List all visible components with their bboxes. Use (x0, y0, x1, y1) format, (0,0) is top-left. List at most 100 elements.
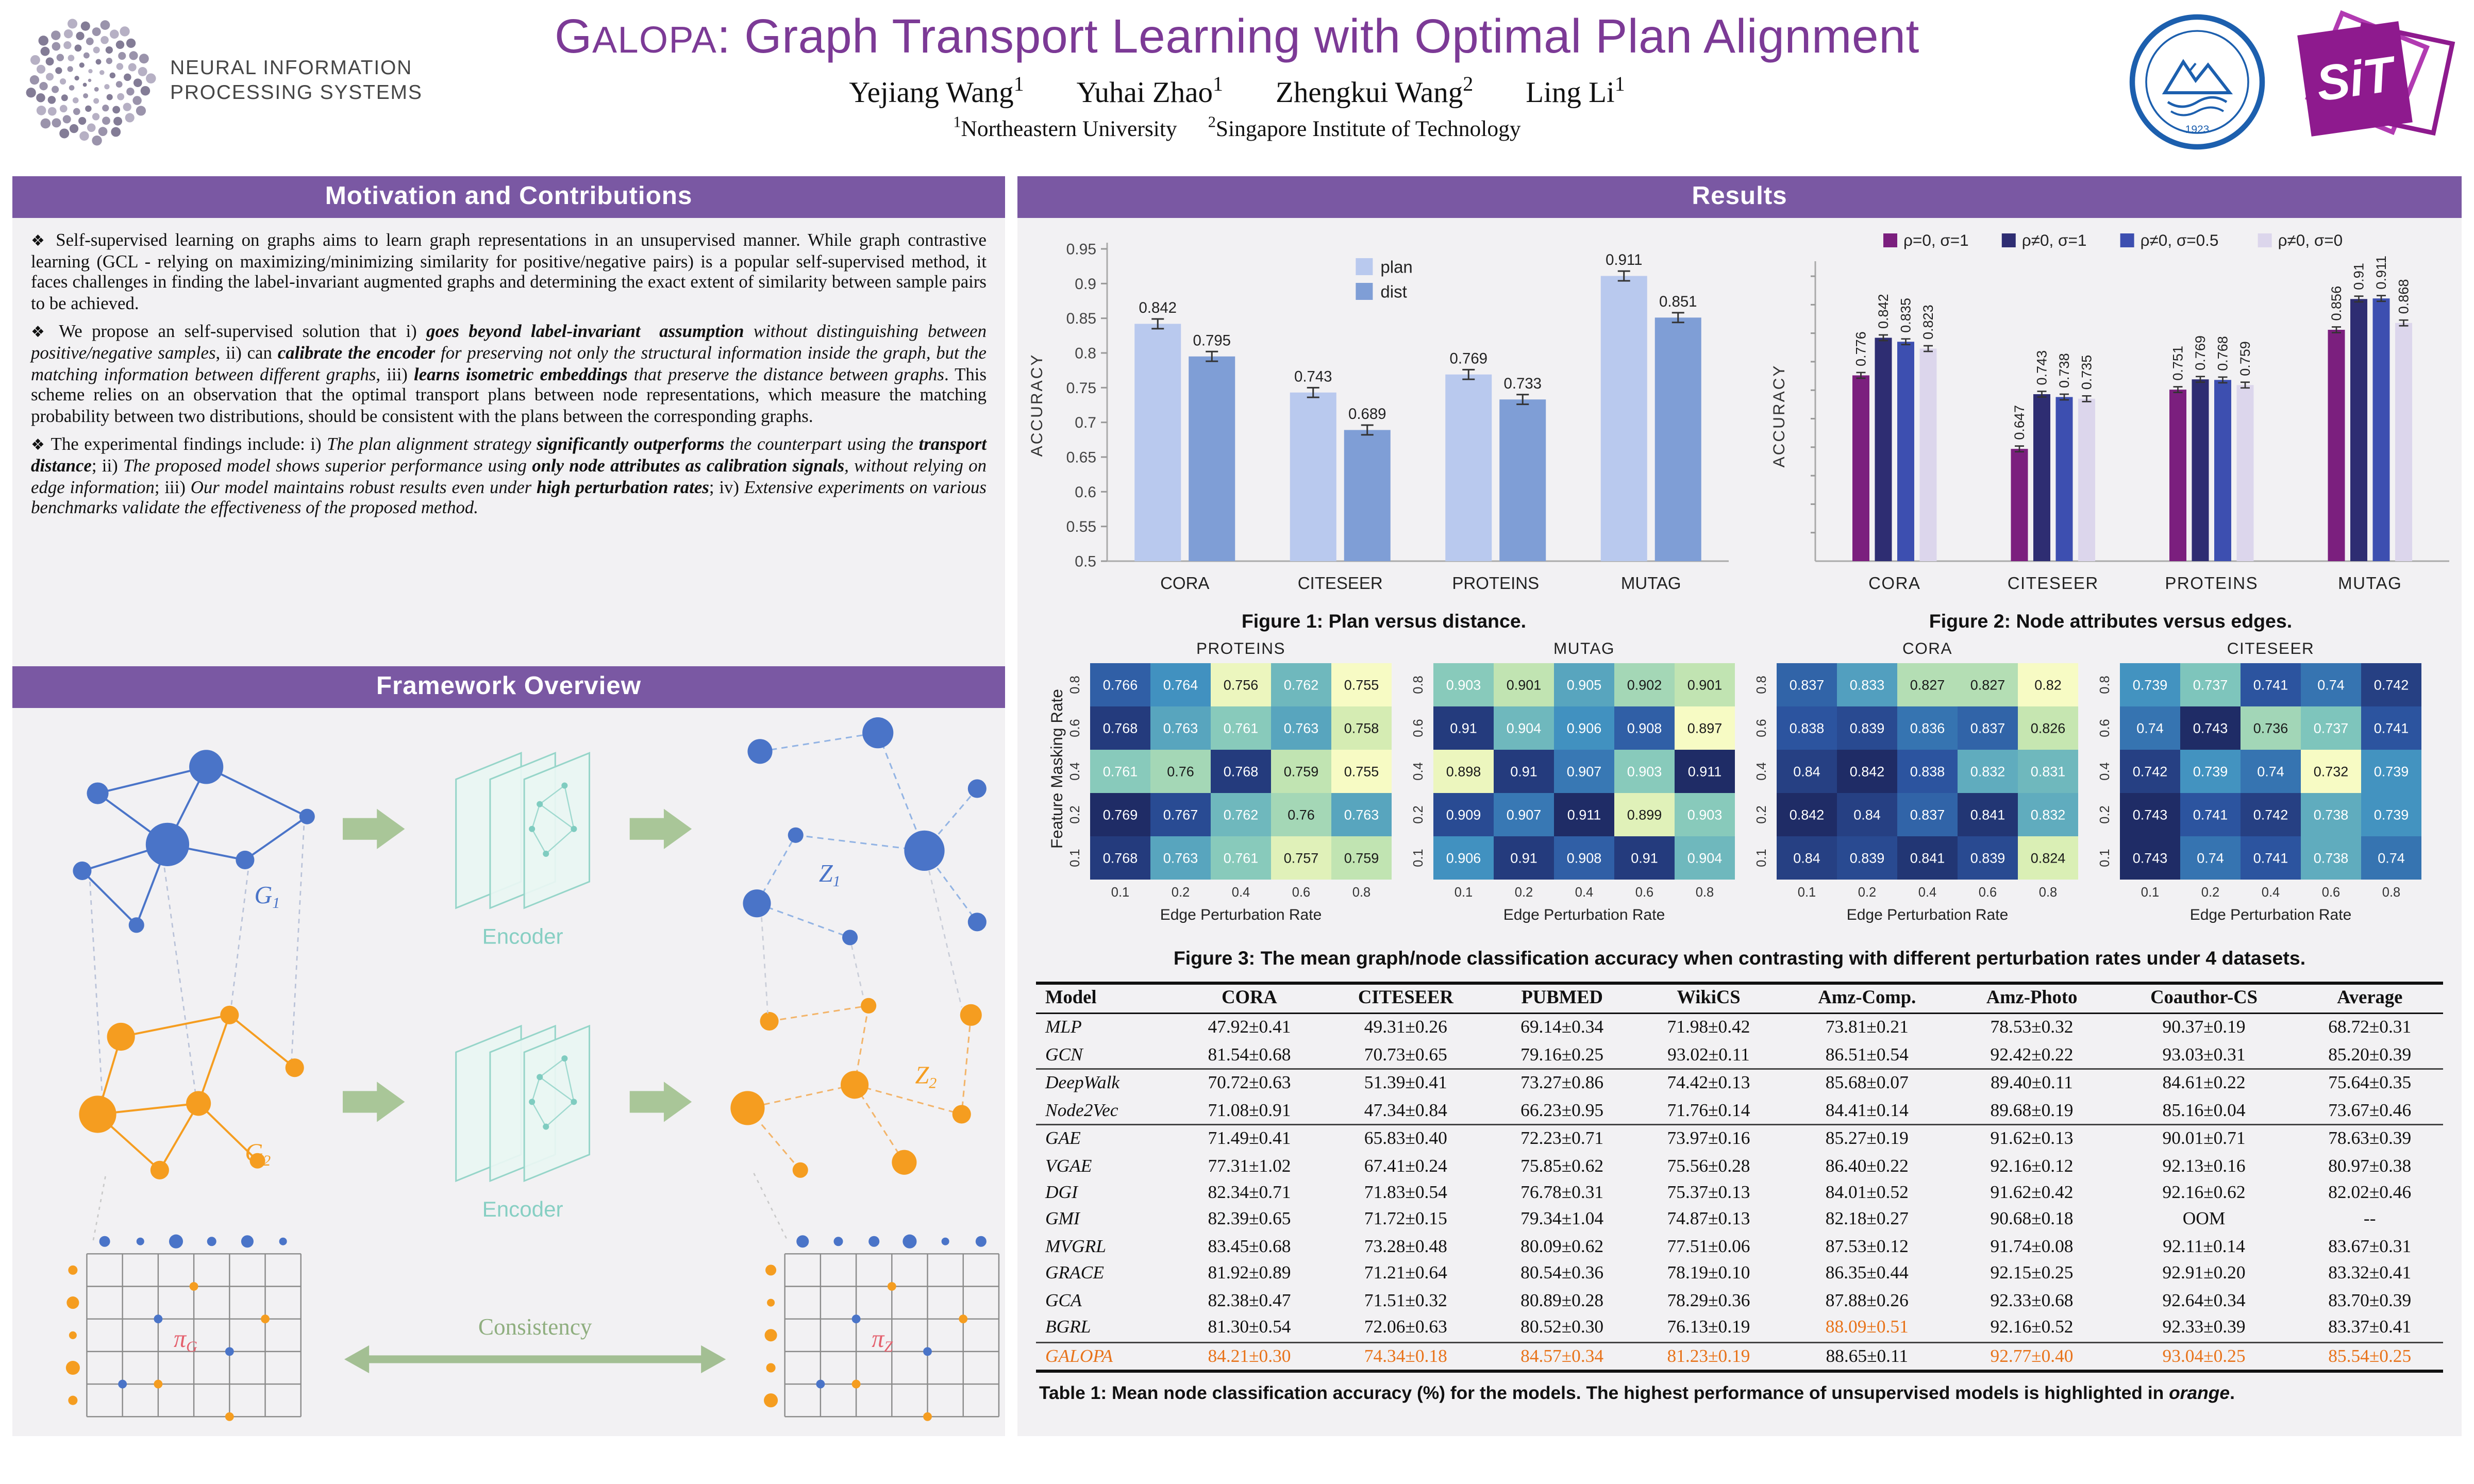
heatmap-cell (2361, 706, 2421, 750)
heatmap-cell (1433, 663, 1494, 706)
heatmap-cell (1433, 706, 1494, 750)
accuracy-cell: 74.87±0.13 (1667, 1208, 1750, 1230)
svg-text:0.1: 0.1 (1455, 885, 1473, 900)
svg-text:0.4: 0.4 (1068, 762, 1082, 780)
embedding1-nodes (743, 717, 987, 946)
heatmap-cell (1211, 706, 1271, 750)
model-name: GCN (1036, 1041, 1176, 1070)
table-row: DeepWalk 70.72±0.63 51.39±0.41 73.27±0.86 74… (1036, 1069, 2443, 1097)
svg-text:0.2: 0.2 (1172, 885, 1190, 900)
svg-text:Edge Perturbation Rate: Edge Perturbation Rate (2190, 906, 2352, 923)
model-name: GRACE (1045, 1262, 1105, 1284)
accuracy-cell: 69.14±0.34 (1520, 1016, 1604, 1038)
svg-text:0.2: 0.2 (1858, 885, 1876, 900)
svg-text:0.2: 0.2 (1515, 885, 1533, 900)
accuracy-cell: 73.97±0.16 (1667, 1127, 1750, 1149)
svg-text:0.2: 0.2 (1068, 805, 1082, 823)
heatmap-cell (1675, 663, 1735, 706)
svg-text:ρ≠0, σ=0.5: ρ≠0, σ=0.5 (2141, 231, 2219, 249)
column-header: Average (2296, 983, 2443, 1014)
legend-swatch (2001, 233, 2016, 247)
accuracy-cell: 71.08±0.91 (1176, 1097, 1323, 1125)
svg-text:0.898: 0.898 (1446, 764, 1481, 780)
svg-text:0.689: 0.689 (1348, 406, 1386, 423)
accuracy-cell: 71.76±0.14 (1635, 1097, 1782, 1125)
svg-text:0.739: 0.739 (2193, 764, 2228, 780)
svg-text:0.2: 0.2 (2201, 885, 2219, 900)
svg-text:0.903: 0.903 (1687, 807, 1723, 823)
legend-swatch (1356, 283, 1373, 300)
svg-text:0.91: 0.91 (1510, 764, 1537, 780)
accuracy-cell: 77.31±1.02 (1208, 1154, 1291, 1176)
svg-text:0.743: 0.743 (2133, 851, 2168, 866)
heatmap-cell (1897, 706, 1958, 750)
svg-text:0.9: 0.9 (1075, 276, 1096, 293)
svg-text:0.6: 0.6 (1075, 484, 1096, 501)
svg-text:0.742: 0.742 (2133, 764, 2168, 780)
svg-text:0.6: 0.6 (1068, 719, 1082, 737)
embedding2-label: Z2 (915, 1061, 937, 1091)
accuracy-cell: 81.92±0.89 (1208, 1262, 1291, 1284)
column-header: WikiCS (1635, 983, 1782, 1014)
accuracy-cell: 85.16±0.04 (2111, 1097, 2297, 1125)
svg-text:0.837: 0.837 (1970, 721, 2005, 736)
figure-1-caption: Figure 1: Plan versus distance. (1241, 611, 1527, 632)
consistency-arrowhead-right (701, 1345, 726, 1374)
svg-text:0.739: 0.739 (2133, 678, 2168, 693)
svg-text:0.2: 0.2 (1411, 805, 1426, 823)
accuracy-cell: 80.54±0.36 (1520, 1262, 1604, 1284)
heatmap-cell (1897, 750, 1958, 793)
accuracy-cell: 85.27±0.19 (1825, 1127, 1909, 1149)
bar (2214, 380, 2231, 561)
svg-text:0.8: 0.8 (1352, 885, 1370, 900)
svg-text:Edge Perturbation Rate: Edge Perturbation Rate (1847, 906, 2009, 923)
svg-text:ACCURACY: ACCURACY (1769, 364, 1788, 468)
svg-text:dist: dist (1380, 282, 1407, 301)
svg-text:0.751: 0.751 (2170, 346, 2186, 381)
accuracy-cell: 92.33±0.68 (1990, 1289, 2074, 1311)
motivation-paragraph: ❖ Self-supervised learning on graphs aim… (31, 230, 987, 314)
accuracy-cell: -- (2363, 1208, 2376, 1230)
affiliations-line: 1Northeastern University 2Singapore Insti… (448, 115, 2026, 144)
figure-3-caption: Figure 3: The mean graph/node classifica… (1173, 948, 2306, 969)
heatmap-cell (1494, 793, 1554, 836)
accuracy-cell: 71.21±0.64 (1364, 1262, 1447, 1284)
model-name: GMI (1045, 1208, 1080, 1230)
heatmap-cell (2120, 663, 2180, 706)
heatmap-cell (1554, 663, 1614, 706)
plan-g-label: πG (174, 1325, 197, 1355)
northeastern-university-seal: 1923 (2129, 14, 2265, 150)
heatmap-cell (2120, 793, 2180, 836)
embedding1-label: Z1 (819, 860, 841, 890)
svg-text:0.6: 0.6 (1411, 719, 1426, 737)
svg-text:0.4: 0.4 (1575, 885, 1593, 900)
svg-text:0.743: 0.743 (2133, 807, 2168, 823)
heatmap-cell (1777, 706, 1837, 750)
svg-text:0.901: 0.901 (1687, 678, 1723, 693)
svg-text:0.76: 0.76 (1167, 764, 1194, 780)
svg-text:0.769: 0.769 (2193, 335, 2208, 370)
svg-text:CITESEER: CITESEER (2008, 574, 2099, 593)
svg-text:0.738: 0.738 (2314, 851, 2349, 866)
accuracy-cell: 87.88±0.26 (1825, 1289, 1909, 1311)
accuracy-cell: 91.74±0.08 (1990, 1235, 2074, 1257)
bar (1499, 399, 1546, 561)
author-name: Yuhai Zhao1 (1076, 73, 1223, 110)
svg-text:0.733: 0.733 (1503, 375, 1542, 392)
heatmap-cell (1331, 793, 1392, 836)
svg-text:0.897: 0.897 (1687, 721, 1723, 736)
accuracy-cell: 78.19±0.10 (1667, 1262, 1750, 1284)
svg-text:0.8: 0.8 (1068, 676, 1082, 694)
accuracy-cell: 47.92±0.41 (1208, 1016, 1291, 1038)
column-header: CORA (1176, 983, 1323, 1014)
accuracy-cell: 80.89±0.28 (1520, 1289, 1604, 1311)
graph2-nodes (79, 1005, 304, 1179)
heatmap-cell (1958, 836, 2018, 880)
accuracy-cell: 74.42±0.13 (1667, 1071, 1750, 1093)
svg-text:0.907: 0.907 (1567, 764, 1602, 780)
svg-text:0.758: 0.758 (1344, 721, 1379, 736)
table-row: GCA 82.38±0.47 71.51±0.32 80.89±0.28 78.29±0… (1036, 1287, 2443, 1314)
heatmap-cell (1837, 706, 1897, 750)
accuracy-cell: 79.16±0.25 (1489, 1041, 1635, 1070)
svg-text:0.741: 0.741 (2374, 721, 2409, 736)
